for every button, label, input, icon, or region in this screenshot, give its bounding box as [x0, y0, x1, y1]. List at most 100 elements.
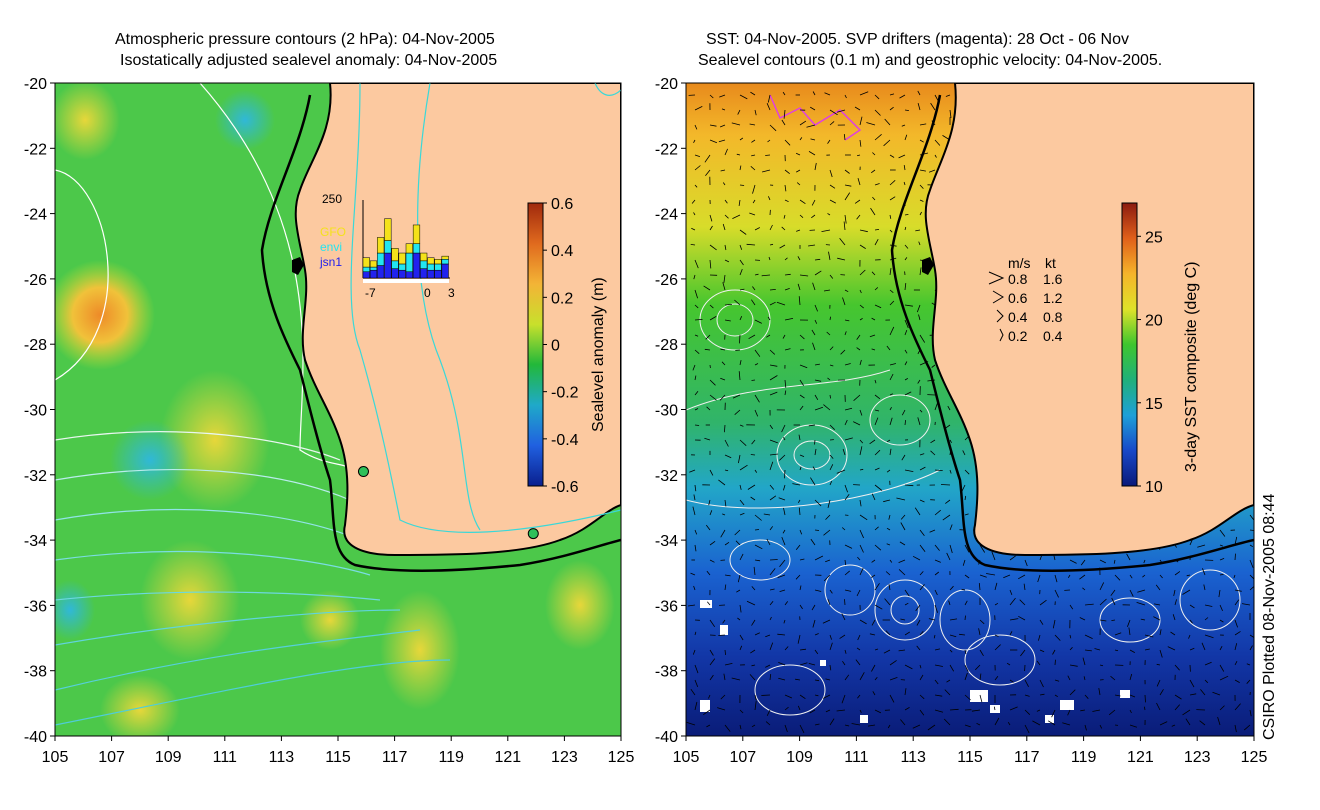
velocity-vector [721, 108, 726, 111]
velocity-vector [708, 499, 711, 506]
speed-legend-ms-value: 0.2 [1008, 328, 1028, 344]
velocity-vector [874, 583, 880, 591]
speed-legend-arrow [988, 271, 1005, 285]
velocity-vector [904, 214, 909, 216]
histogram-bar-segment [391, 260, 399, 269]
velocity-vector [827, 139, 831, 144]
velocity-vector [1204, 679, 1209, 684]
velocity-vector [1202, 568, 1206, 576]
velocity-vector [739, 360, 742, 366]
velocity-vector [1024, 559, 1028, 567]
velocity-vector [1051, 709, 1056, 718]
velocity-vector [737, 574, 741, 583]
velocity-vector [871, 348, 876, 351]
velocity-vector [799, 558, 805, 561]
velocity-vector [975, 664, 981, 671]
velocity-vector [811, 199, 816, 206]
velocity-vector [964, 513, 969, 516]
velocity-vector [931, 364, 936, 368]
velocity-vector [829, 480, 833, 486]
velocity-vector [784, 184, 787, 192]
velocity-vector [798, 434, 801, 441]
velocity-vector [916, 304, 921, 313]
velocity-vector [1219, 705, 1225, 711]
velocity-vector [709, 649, 714, 656]
velocity-vector [814, 270, 822, 276]
speed-legend-arrow [996, 309, 1004, 323]
lat-tick-label: -24 [24, 207, 47, 224]
velocity-vector [709, 94, 714, 99]
velocity-vector [1156, 679, 1161, 687]
velocity-vector [720, 529, 726, 538]
velocity-vector [844, 407, 853, 411]
velocity-vector [720, 169, 726, 172]
colorbar-tick-label: 25 [1145, 229, 1163, 246]
velocity-vector [778, 677, 786, 681]
velocity-vector [853, 394, 861, 401]
velocity-vector [723, 673, 726, 681]
lat-tick-label: -26 [24, 272, 47, 289]
velocity-vector [767, 316, 771, 321]
velocity-vector [769, 224, 773, 231]
velocity-vector [836, 109, 846, 113]
velocity-vector [870, 574, 876, 578]
velocity-vector [919, 123, 927, 126]
velocity-vector [732, 394, 741, 399]
velocity-vector [782, 91, 786, 96]
velocity-vector [887, 724, 891, 729]
velocity-vector [751, 586, 756, 591]
velocity-vector [919, 499, 925, 503]
histogram-bar-segment [369, 260, 378, 268]
velocity-vector [934, 509, 941, 516]
velocity-vector [806, 124, 816, 128]
velocity-vector [1234, 553, 1236, 561]
velocity-vector [1249, 645, 1253, 651]
lat-tick-label: -24 [655, 207, 678, 224]
velocity-vector [1233, 574, 1236, 579]
velocity-vector [765, 634, 771, 638]
velocity-vector [752, 199, 756, 204]
velocity-vector [735, 540, 741, 546]
velocity-vector [919, 267, 922, 276]
velocity-vector [739, 94, 748, 100]
velocity-vector [812, 91, 816, 96]
velocity-vector [705, 334, 711, 340]
velocity-vector [843, 134, 846, 141]
velocity-vector [810, 138, 816, 141]
velocity-vector [1219, 604, 1223, 612]
velocity-vector [799, 585, 802, 591]
velocity-vector [859, 318, 863, 321]
lon-tick-label: 105 [42, 749, 69, 766]
velocity-vector [724, 574, 731, 577]
velocity-vector [829, 589, 833, 594]
velocity-vector [797, 705, 801, 711]
histogram-bar-segment [412, 224, 421, 244]
velocity-vector [754, 363, 759, 366]
velocity-vector [859, 446, 863, 456]
velocity-vector [904, 688, 907, 696]
histogram-bar-segment [420, 268, 428, 279]
velocity-vector [724, 214, 729, 219]
velocity-vector [949, 109, 952, 118]
velocity-vector [827, 499, 831, 508]
velocity-vector [934, 559, 941, 563]
velocity-vector [1009, 597, 1016, 606]
velocity-vector [724, 304, 732, 306]
velocity-vector [859, 468, 864, 471]
velocity-vector [854, 199, 861, 204]
velocity-vector [840, 349, 846, 355]
velocity-vector [751, 379, 756, 381]
velocity-vector [944, 689, 951, 696]
velocity-vector [769, 124, 777, 132]
velocity-vector [709, 658, 716, 666]
velocity-vector [1217, 716, 1221, 726]
velocity-vector [871, 317, 876, 321]
lon-tick-label: 113 [269, 749, 295, 766]
velocity-vector [724, 244, 727, 251]
velocity-vector [1143, 559, 1146, 564]
velocity-vector [694, 124, 698, 130]
lon-tick-label: 123 [1184, 749, 1211, 766]
velocity-vector [904, 244, 909, 249]
right-shelf-isobath [890, 94, 1254, 572]
velocity-vector [751, 724, 756, 728]
